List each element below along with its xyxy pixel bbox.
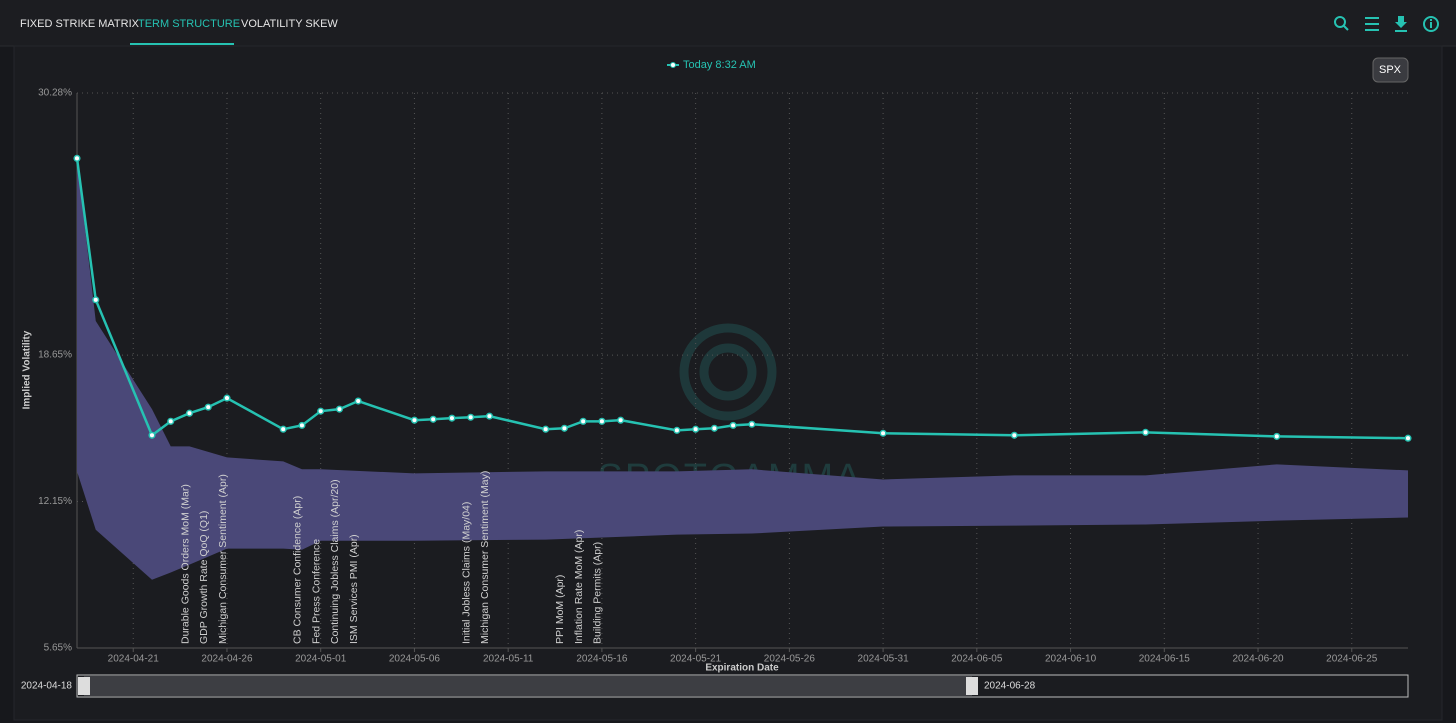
event-annotation: CB Consumer Confidence (Apr) [292,496,304,644]
slider-handle[interactable] [78,677,90,695]
y-axis-label: Implied Volatility [22,330,33,409]
x-tick-label: 2024-05-26 [764,654,816,665]
event-annotation: GDP Growth Rate QoQ (Q1) [198,511,210,644]
x-tick-label: 2024-04-26 [201,654,253,665]
point [429,415,437,423]
event-annotation: Building Permits (Apr) [592,542,604,644]
settings-icon[interactable] [1365,17,1379,31]
point [298,421,306,429]
event-annotation: Fed Press Conference [310,539,322,644]
y-tick-label: 5.65% [44,643,72,654]
point [185,409,194,417]
event-annotation: Initial Jobless Claims (May/04) [460,502,472,644]
zoom-icon[interactable] [1334,16,1349,31]
point [148,431,156,439]
x-tick-label: 2024-06-05 [951,654,1003,665]
x-tick-label: 2024-06-10 [1045,654,1097,665]
tab[interactable]: VOLATILITY SKEW [241,18,338,30]
watermark-logo [679,323,777,421]
x-tick-label: 2024-06-15 [1139,654,1191,665]
slider-selection[interactable] [84,676,972,696]
point [167,417,175,425]
point [279,425,287,433]
point [204,403,212,411]
point [1141,428,1150,436]
point [542,425,550,433]
point [748,420,756,428]
slider-end: 2024-06-28 [984,681,1036,692]
event-annotation: Michigan Consumer Sentiment (Apr) [217,474,229,644]
point [710,424,718,432]
event-annotation: PPI MoM (Apr) [554,575,566,644]
chart-panel [13,45,1443,721]
plot: 5.65% 12.15% 18.65% 30.28% 2024-04-21 2024-04… [38,59,1412,665]
event-annotation: ISM Services PMI (Apr) [348,534,360,644]
range-band [77,158,1408,580]
event-annotation: Inflation Rate MoM (Apr) [573,530,585,644]
y-tick-label: 12.15% [38,496,72,507]
info-icon[interactable] [1423,16,1439,32]
tab-active[interactable]: TERM STRUCTURE [138,18,240,30]
x-tick-label: 2024-05-11 [483,654,534,665]
legend-label: Today 8:32 AM [683,59,756,71]
y-tick-label: 18.65% [38,350,72,361]
x-tick-label: 2024-05-21 [670,654,722,665]
tab[interactable]: FIXED STRIKE MATRIX [20,18,140,30]
point [579,417,587,425]
tab-underline [130,43,234,45]
x-tick-label: 2024-06-20 [1232,654,1284,665]
x-tick-label: 2024-04-21 [108,654,160,665]
point [335,405,344,413]
point [560,424,568,432]
point [617,416,625,424]
x-tick-label: 2024-05-01 [295,654,347,665]
point [485,412,493,420]
point [598,417,606,425]
slider-track [76,674,1409,698]
x-tick-label: 2024-05-06 [389,654,441,665]
point [879,429,887,437]
x-tick-label: 2024-05-31 [858,654,910,665]
x-tick-label: 2024-05-16 [576,654,628,665]
slider-handle[interactable] [966,677,978,695]
slider-start: 2024-04-18 [21,681,73,692]
point [467,413,475,421]
event-annotation: Continuing Jobless Claims (Apr/20) [329,479,341,644]
event-annotation: Durable Goods Orders MoM (Mar) [179,484,191,644]
range-slider[interactable]: 2024-04-18 2024-06-28 [21,674,1409,698]
symbol-button-label[interactable]: SPX [1379,64,1402,76]
legend-marker [670,62,676,68]
point [448,414,456,422]
point [223,394,231,402]
point [729,421,737,429]
point [73,154,81,162]
event-annotation: Michigan Consumer Sentiment (May) [479,471,491,644]
download-icon[interactable] [1395,16,1407,32]
point [354,397,362,405]
point [1273,432,1281,440]
point [1404,434,1412,442]
top-bar [0,0,1456,46]
point [92,296,100,304]
symbol-button[interactable] [1372,57,1409,83]
point [1010,431,1018,439]
y-tick-label: 30.28% [38,88,72,99]
point [317,407,325,415]
point [410,416,418,424]
x-axis-label: Expiration Date [705,663,779,674]
point [692,425,700,433]
x-tick-label: 2024-06-25 [1326,654,1378,665]
legend-item: Today 8:32 AM [667,59,756,71]
point [673,426,681,434]
